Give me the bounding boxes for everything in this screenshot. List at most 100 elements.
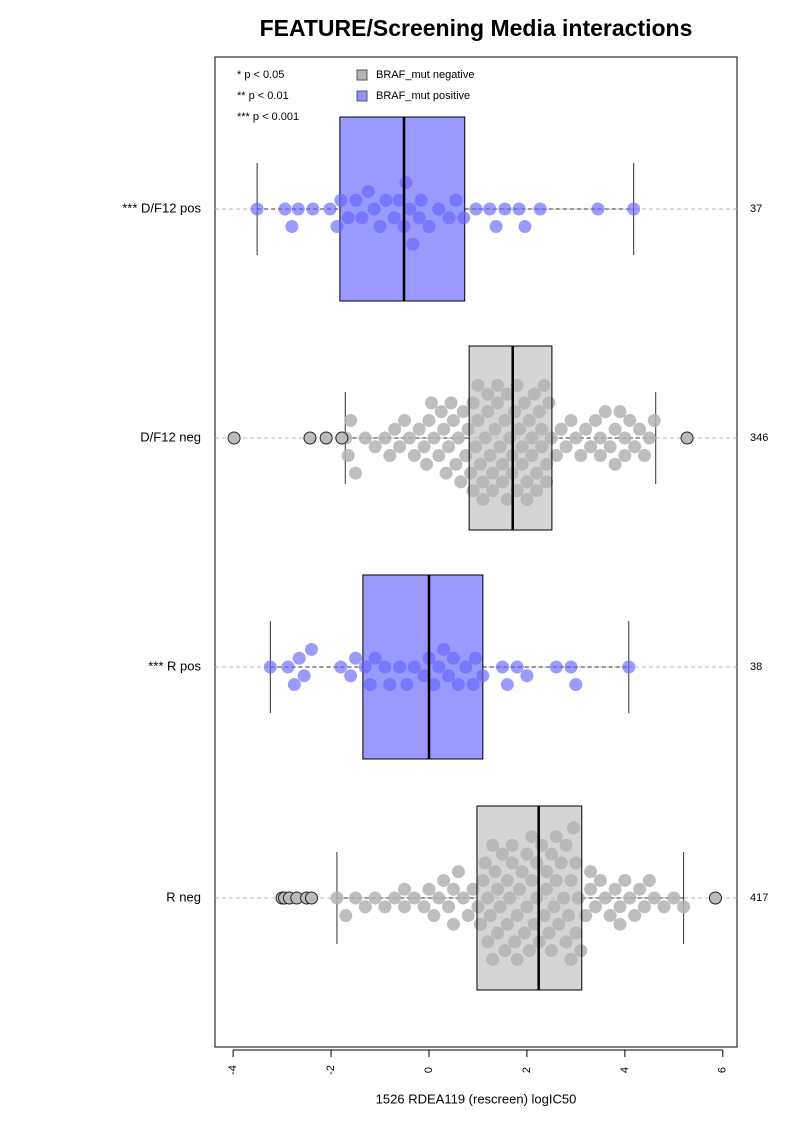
data-point <box>358 431 372 445</box>
data-point <box>323 202 337 216</box>
significance-legend: ** p < 0.01 <box>237 90 289 102</box>
data-point <box>367 202 381 216</box>
data-point <box>422 413 436 427</box>
data-point <box>598 891 612 905</box>
data-point <box>432 660 446 674</box>
data-point <box>334 660 348 674</box>
data-point <box>495 660 509 674</box>
data-point <box>559 440 573 454</box>
significance-legend: * p < 0.05 <box>237 69 284 81</box>
data-point <box>451 678 465 692</box>
data-point <box>489 220 503 234</box>
data-point <box>432 449 446 463</box>
data-point <box>361 184 375 198</box>
box <box>339 116 466 302</box>
data-point <box>263 660 277 674</box>
data-point <box>461 909 475 923</box>
data-point <box>378 900 392 914</box>
data-point <box>623 891 637 905</box>
data-point <box>417 900 431 914</box>
data-point <box>449 457 463 471</box>
data-point <box>388 891 402 905</box>
significance-legend: *** p < 0.001 <box>237 111 299 123</box>
data-point <box>398 882 412 896</box>
data-point <box>564 413 578 427</box>
data-point <box>476 669 490 683</box>
data-point <box>439 466 453 480</box>
data-point <box>449 193 463 207</box>
data-point <box>591 202 605 216</box>
data-point <box>291 202 305 216</box>
outlier <box>227 431 241 445</box>
data-point <box>407 660 421 674</box>
data-point <box>250 202 264 216</box>
data-point <box>427 431 441 445</box>
data-point <box>287 678 301 692</box>
group-count: 37 <box>750 203 762 215</box>
group-label: *** R pos <box>148 658 201 673</box>
group-label: R neg <box>166 889 201 904</box>
data-point <box>341 449 355 463</box>
data-point <box>466 678 480 692</box>
x-tick-label: 4 <box>619 1067 631 1073</box>
outlier <box>319 431 333 445</box>
data-point <box>584 440 598 454</box>
data-point <box>512 202 526 216</box>
data-point <box>584 865 598 879</box>
data-point <box>427 909 441 923</box>
data-point <box>422 220 436 234</box>
data-point <box>349 466 363 480</box>
data-point <box>341 211 355 225</box>
data-point <box>442 900 456 914</box>
data-point <box>569 678 583 692</box>
data-point <box>579 909 593 923</box>
data-point <box>424 396 438 410</box>
data-point <box>593 449 607 463</box>
data-point <box>623 413 637 427</box>
outlier <box>708 891 722 905</box>
data-point <box>657 900 671 914</box>
data-point <box>454 475 468 489</box>
data-point <box>667 891 681 905</box>
data-point <box>647 891 661 905</box>
data-point <box>412 211 426 225</box>
data-point <box>304 642 318 656</box>
outlier <box>335 431 349 445</box>
data-point <box>618 449 632 463</box>
data-point <box>588 900 602 914</box>
data-point <box>483 202 497 216</box>
data-point <box>633 422 647 436</box>
data-point <box>414 193 428 207</box>
data-point <box>608 422 622 436</box>
data-point <box>446 882 460 896</box>
data-point <box>383 449 397 463</box>
legend-label: BRAF_mut positive <box>376 90 470 102</box>
data-point <box>446 917 460 931</box>
data-point <box>637 900 651 914</box>
box <box>476 805 583 991</box>
x-tick-label: 6 <box>717 1067 729 1073</box>
data-point <box>285 220 299 234</box>
data-point <box>432 202 446 216</box>
data-point <box>407 891 421 905</box>
group-label: *** D/F12 pos <box>122 200 201 215</box>
data-point <box>613 917 627 931</box>
data-point <box>456 405 470 419</box>
data-point <box>281 660 295 674</box>
data-point <box>444 396 458 410</box>
data-point <box>349 891 363 905</box>
box <box>468 345 553 531</box>
data-point <box>387 211 401 225</box>
data-point <box>393 660 407 674</box>
data-point <box>339 909 353 923</box>
data-point <box>622 660 636 674</box>
data-point <box>398 413 412 427</box>
x-tick-label: -2 <box>325 1065 337 1075</box>
data-point <box>393 440 407 454</box>
data-point <box>549 660 563 674</box>
outlier <box>303 431 317 445</box>
data-point <box>368 651 382 665</box>
data-point <box>402 431 416 445</box>
x-tick-label: -4 <box>227 1065 239 1075</box>
data-point <box>437 642 451 656</box>
